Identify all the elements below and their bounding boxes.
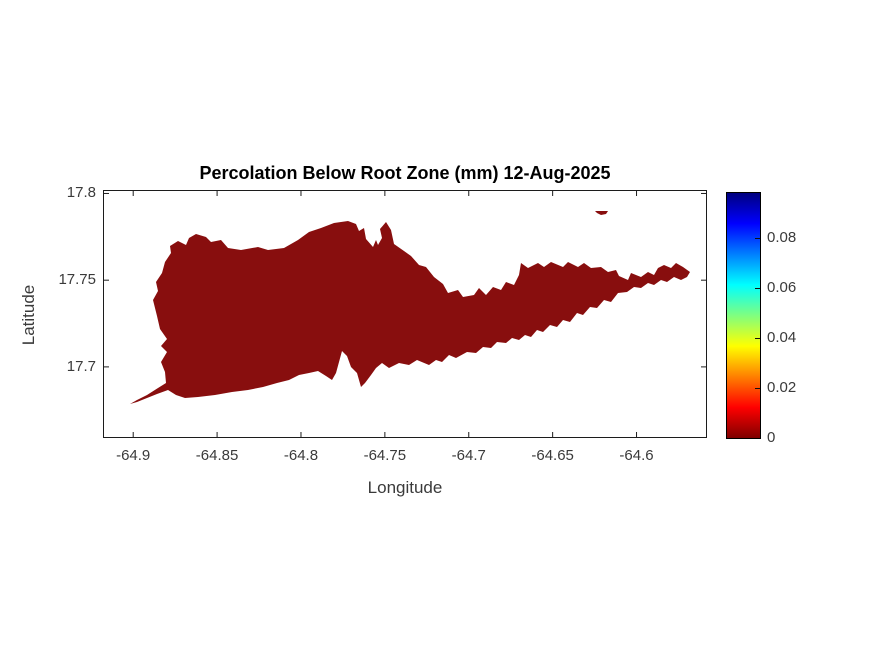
y-tick-label: 17.8 (66, 184, 96, 202)
y-tick-label: 17.75 (58, 271, 96, 289)
y-axis-label: Latitude (19, 284, 38, 346)
map-canvas (103, 190, 707, 438)
island-region (130, 221, 690, 404)
x-tick-label: -64.7 (451, 447, 486, 464)
y-tick-label: 17.7 (66, 357, 96, 375)
plot-area (103, 190, 707, 438)
x-tick-label: -64.8 (283, 447, 319, 464)
x-tick-label: -64.65 (531, 447, 574, 464)
axes-box (103, 190, 707, 438)
colorbar-tick-labels: 0 0.02 0.04 0.06 0.08 (767, 192, 837, 446)
colorbar-tick-label: 0.08 (767, 229, 797, 246)
colorbar-tick-mark (755, 237, 760, 239)
colorbar-tick-label: 0.02 (767, 379, 797, 396)
x-tick-label: -64.85 (195, 447, 239, 464)
colorbar-tick-label: 0 (767, 429, 776, 446)
chart-title: Percolation Below Root Zone (mm) 12-Aug-… (199, 163, 611, 183)
x-axis-label: Longitude (367, 478, 443, 497)
colorbar (726, 192, 761, 439)
x-tick-label: -64.9 (116, 447, 151, 464)
x-tick-label: -64.75 (363, 447, 407, 464)
y-axis-tick-labels: 17.8 17.75 17.7 (0, 184, 96, 438)
islet-region (595, 211, 608, 215)
colorbar-tick-label: 0.06 (767, 279, 797, 296)
colorbar-tick-mark (755, 387, 760, 389)
x-tick-label: -64.6 (619, 447, 654, 464)
colorbar-tick-mark (755, 287, 760, 289)
x-axis-tick-labels: -64.9 -64.85 -64.8 -64.75 -64.7 -64.65 -64.6 (103, 447, 707, 467)
colorbar-tick-mark (755, 337, 760, 339)
colorbar-tick-label: 0.04 (767, 329, 797, 346)
